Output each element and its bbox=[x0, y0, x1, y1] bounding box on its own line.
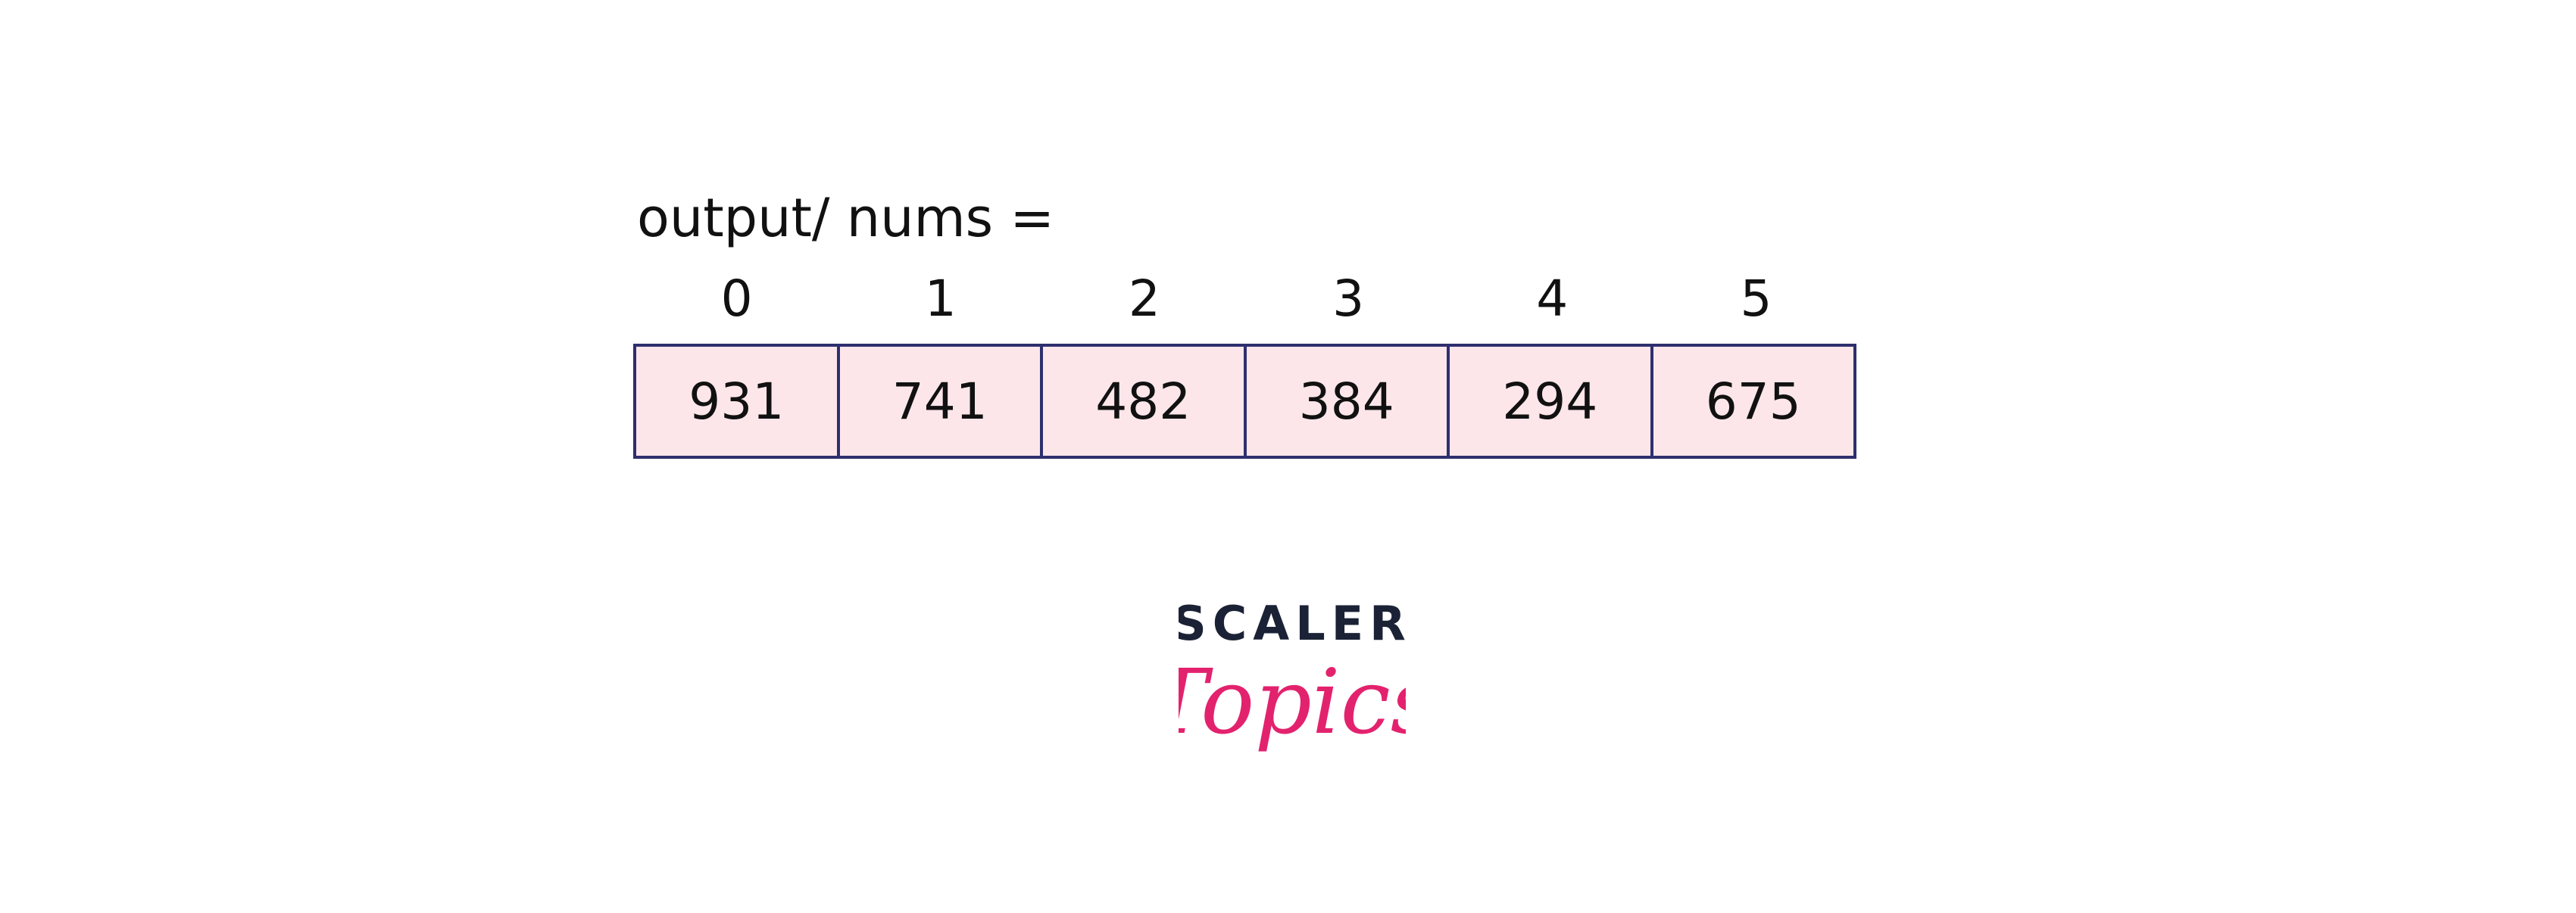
array-cell: 675 bbox=[1653, 347, 1856, 456]
scaler-topics-logo: SCALER Topics bbox=[1179, 596, 1406, 754]
array-label: output/ nums = bbox=[637, 187, 1055, 249]
index-label: 4 bbox=[1536, 270, 1569, 328]
index-label: 3 bbox=[1332, 270, 1365, 328]
array-cell: 294 bbox=[1450, 347, 1653, 456]
logo-scaler-text: SCALER bbox=[1179, 596, 1406, 651]
index-label: 5 bbox=[1740, 270, 1772, 328]
array-cell: 931 bbox=[636, 347, 840, 456]
array-cell: 384 bbox=[1246, 347, 1450, 456]
array-box: 931 741 482 384 294 675 bbox=[633, 344, 1856, 459]
index-row: 0 1 2 3 4 5 bbox=[635, 265, 1858, 333]
index-label: 0 bbox=[720, 270, 753, 328]
index-label: 1 bbox=[924, 270, 957, 328]
logo-topics-text: Topics bbox=[1179, 650, 1406, 754]
array-cell: 741 bbox=[839, 347, 1043, 456]
index-label: 2 bbox=[1128, 270, 1160, 328]
array-cell: 482 bbox=[1043, 347, 1247, 456]
